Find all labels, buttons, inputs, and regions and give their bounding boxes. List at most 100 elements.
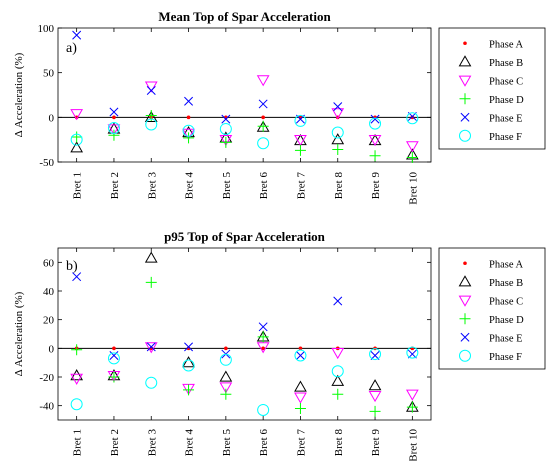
chart-title: p95 Top of Spar Acceleration: [164, 229, 326, 244]
x-category-label: Bret 3: [146, 429, 158, 457]
data-point: [259, 323, 267, 331]
data-point: [295, 145, 306, 156]
x-category-label: Bret 8: [333, 172, 345, 200]
y-tick-label: -50: [39, 157, 54, 169]
data-point: [112, 347, 116, 351]
x-category-label: Bret 1: [72, 429, 84, 456]
data-point: [295, 403, 306, 414]
legend-entry: Phase F: [489, 132, 522, 143]
data-point: [370, 380, 381, 390]
data-point: [407, 390, 418, 400]
x-category-label: Bret 3: [146, 172, 158, 200]
legend-entry: Phase D: [489, 315, 524, 326]
series-phase-d: [71, 277, 418, 417]
data-point: [108, 372, 119, 383]
data-point: [258, 404, 269, 415]
panel-label: b): [66, 259, 78, 274]
data-point: [334, 297, 342, 305]
data-point: [108, 353, 119, 364]
chart-p95: p95 Top of Spar Acceleration -40 -20 0 20 40 6…: [13, 229, 545, 461]
series-phase-e: [73, 31, 417, 123]
data-point: [334, 102, 342, 110]
data-point: [73, 31, 81, 39]
x-category-label: Bret 8: [333, 429, 345, 457]
x-category-label: Bret 10: [407, 429, 419, 461]
data-point: [261, 116, 265, 120]
series-phase-b: [71, 112, 418, 159]
legend-entry: Phase E: [489, 113, 523, 124]
y-tick-label: 0: [49, 343, 55, 355]
data-point: [370, 136, 381, 146]
y-axis-label: Δ Acceleration (%): [13, 52, 25, 137]
data-point: [110, 108, 118, 116]
data-point: [220, 372, 231, 382]
plot-area: [58, 28, 431, 162]
legend-entry: Phase B: [489, 278, 523, 289]
x-category-label: Bret 5: [221, 172, 233, 200]
data-point: [224, 347, 228, 351]
series-phase-e: [73, 273, 417, 360]
data-point: [147, 86, 155, 94]
x-category-label: Bret 4: [184, 172, 196, 200]
x-category-label: Bret 2: [109, 172, 121, 199]
data-point: [146, 253, 157, 263]
data-point: [71, 399, 82, 410]
series-phase-c: [71, 343, 418, 403]
legend: Phase A Phase B Phase C Phase D Phase E Phase…: [439, 28, 545, 149]
data-point: [332, 127, 343, 138]
data-point: [146, 277, 157, 288]
x-category-label: Bret 1: [72, 172, 84, 199]
x-category-label: Bret 6: [258, 429, 270, 457]
x-category-label: Bret 7: [295, 429, 307, 457]
y-tick-label: 20: [43, 315, 55, 327]
data-point: [258, 121, 269, 132]
panel-label: a): [66, 41, 77, 56]
data-point: [295, 136, 306, 146]
data-point: [258, 138, 269, 149]
x-category-label: Bret 10: [407, 172, 419, 205]
y-tick-label: -40: [39, 401, 54, 413]
data-point: [332, 144, 343, 155]
data-point: [296, 351, 304, 359]
data-point: [259, 100, 267, 108]
data-point: [370, 392, 381, 402]
x-category-label: Bret 2: [109, 429, 121, 456]
x-category-label: Bret 6: [258, 172, 270, 200]
data-point: [71, 370, 82, 380]
legend-marker: [463, 41, 467, 45]
y-tick-label: 40: [43, 286, 55, 298]
data-point: [146, 377, 157, 388]
data-point: [295, 382, 306, 392]
series-phase-d: [71, 110, 418, 163]
y-tick-label: 60: [43, 257, 55, 269]
legend: Phase A Phase B Phase C Phase D Phase E Phase…: [439, 248, 545, 369]
legend-entry: Phase F: [489, 352, 522, 363]
legend-entry: Phase C: [489, 296, 523, 307]
data-point: [370, 349, 381, 360]
data-point: [71, 131, 82, 142]
legend-entry: Phase B: [489, 58, 523, 69]
legend-entry: Phase A: [489, 259, 524, 270]
x-category-label: Bret 9: [370, 429, 382, 457]
data-point: [407, 152, 418, 163]
data-point: [370, 150, 381, 161]
data-point: [258, 76, 269, 86]
plot-area: [58, 248, 431, 420]
data-point: [112, 116, 116, 120]
y-tick-label: 0: [49, 112, 55, 124]
data-point: [71, 374, 82, 384]
data-point: [220, 389, 231, 400]
legend-marker: [463, 261, 467, 265]
y-tick-label: 50: [43, 68, 55, 80]
legend-entry: Phase A: [489, 39, 524, 50]
series-phase-b: [71, 253, 418, 412]
data-point: [187, 116, 191, 120]
series-phase-f: [71, 113, 418, 149]
x-category-label: Bret 4: [184, 429, 196, 457]
data-point: [295, 393, 306, 403]
series-phase-c: [71, 76, 418, 152]
y-tick-label: -20: [39, 372, 54, 384]
legend-entry: Phase D: [489, 95, 524, 106]
data-point: [184, 97, 192, 105]
